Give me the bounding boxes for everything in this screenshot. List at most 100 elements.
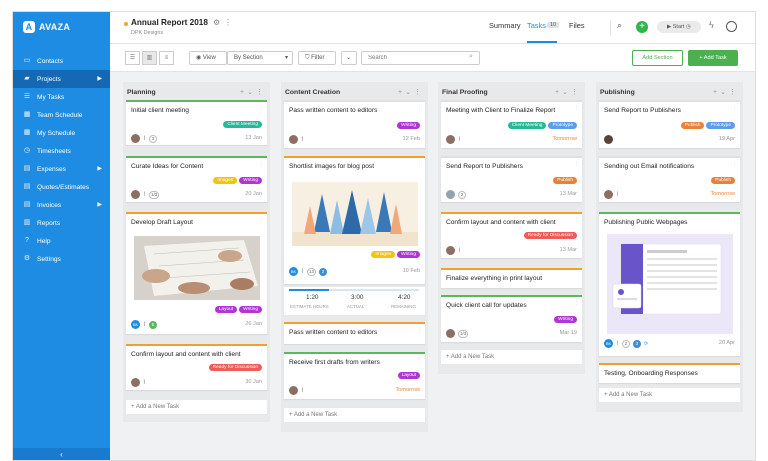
collapse-all-button[interactable]: ⌄ [341, 51, 357, 65]
column-actions-icons[interactable]: +⌄⋮ [240, 89, 266, 96]
drag-handle-icon[interactable]: ⋮ [417, 161, 422, 167]
tag-publish: Publish [553, 177, 577, 184]
clock-icon: ◷ [23, 147, 31, 154]
sidebar-item-my-schedule[interactable]: ▦ My Schedule [23, 129, 76, 137]
task-card[interactable]: Curate Ideas for Content ⋮ Images Writing… [126, 156, 267, 202]
task-card[interactable]: Testing, Onboarding Responses [599, 363, 740, 383]
drag-handle-icon[interactable]: ⋮ [574, 105, 579, 111]
avatar [131, 378, 140, 387]
filter-button[interactable]: ⛉ Filter [298, 51, 336, 65]
add-task-button[interactable]: + Add Task [688, 50, 738, 66]
drag-handle-icon[interactable]: ⋮ [732, 217, 737, 223]
search-icon[interactable]: ⌕ [617, 20, 623, 30]
sidebar-item-reports[interactable]: ▥ Reports [23, 219, 61, 227]
task-card[interactable]: Quick client call for updates ⋮ Writing … [441, 295, 582, 342]
actual-value: 3:00 [351, 294, 364, 301]
comment-count: 5 [148, 320, 157, 329]
sidebar-item-contacts[interactable]: ▭ Contacts [23, 57, 64, 65]
invoice-icon: ▤ [23, 201, 31, 208]
task-card[interactable]: Confirm layout and content with client ⋮… [126, 344, 267, 390]
tag-publish: Publish [680, 122, 705, 129]
task-card[interactable]: Pass written content to editors ⋮ Writin… [284, 100, 425, 148]
column-actions-icons[interactable]: +⌄⋮ [713, 89, 739, 96]
search-input[interactable] [361, 51, 480, 65]
board-column-publishing: Publishing +⌄⋮ Send Report to Publishers… [596, 82, 743, 412]
task-card[interactable]: Send Report to Publishers ⋮ Publish 2 13… [441, 156, 582, 202]
logo[interactable]: A AVAZA [13, 12, 110, 42]
drag-handle-icon[interactable]: ⋮ [259, 217, 264, 223]
search-icon: ⌕ [469, 53, 473, 60]
avatar: BK [289, 267, 298, 276]
drag-handle-icon[interactable]: ⋮ [417, 105, 422, 111]
avatar [289, 135, 298, 144]
add-new-task-link[interactable]: + Add a New Task [126, 400, 267, 414]
logo-text: AVAZA [39, 22, 71, 32]
task-card[interactable]: Confirm layout and content with client ⋮… [441, 212, 582, 258]
drag-handle-icon[interactable]: ⋮ [259, 105, 264, 111]
contacts-icon: ▭ [23, 57, 31, 64]
task-card[interactable]: Send Report to Publishers ⋮ Publish Proto… [599, 100, 740, 148]
group-by-select[interactable]: By Section ▾ [227, 51, 293, 65]
drag-handle-icon[interactable]: ⋮ [417, 327, 422, 333]
task-card[interactable]: Pass written content to editors ⋮ [284, 322, 425, 344]
task-card[interactable]: Meeting with Client to Finalize Report ⋮… [441, 100, 582, 148]
remaining-label: REMAINING [391, 304, 416, 309]
drag-handle-icon[interactable]: ⋮ [732, 161, 737, 167]
tab-tasks[interactable]: Tasks [527, 21, 546, 30]
board-view-icon[interactable]: ▥ [142, 51, 157, 65]
sidebar-item-help[interactable]: ? Help [13, 232, 110, 250]
sidebar-item-team-schedule[interactable]: ▦ Team Schedule [23, 111, 83, 119]
add-new-task-link[interactable]: + Add a New Task [284, 408, 425, 422]
sidebar-collapse-button[interactable]: ‹ [13, 448, 110, 460]
drag-handle-icon[interactable]: ⋮ [259, 349, 264, 355]
project-settings-gear-icon[interactable]: ⚙ [213, 18, 221, 27]
task-card[interactable]: Develop Draft Layout ⋮ Layout Writing BK ⌇… [126, 212, 267, 334]
drag-handle-icon[interactable]: ⋮ [732, 105, 737, 111]
sidebar-item-quotes[interactable]: ▤ Quotes/Estimates [23, 183, 90, 191]
sidebar-item-expenses[interactable]: ▤ Expenses ▶ [23, 165, 102, 173]
sidebar-item-timesheets[interactable]: ◷ Timesheets [23, 147, 71, 155]
drag-handle-icon[interactable]: ⋮ [574, 217, 579, 223]
view-dropdown[interactable]: ◉ View [189, 51, 227, 65]
gantt-view-icon[interactable]: ≡ [159, 51, 174, 65]
chevron-right-icon: ▶ [97, 202, 102, 208]
tab-files[interactable]: Files [569, 21, 585, 30]
task-card[interactable]: Sending out Email notifications ⋮ Publis… [599, 156, 740, 202]
add-new-task-link[interactable]: + Add a New Task [599, 388, 740, 402]
tag-client-meeting: Client Meeting [223, 121, 262, 128]
sidebar-item-invoices[interactable]: ▤ Invoices ▶ [23, 201, 102, 209]
estimate-hours-label: ESTIMATE HOURS [290, 304, 329, 309]
list-view-icon[interactable]: ☰ [125, 51, 140, 65]
task-card[interactable]: Receive first drafts from writers ⋮ Layo… [284, 352, 425, 399]
drag-handle-icon[interactable]: ⋮ [259, 161, 264, 167]
task-card[interactable]: Initial client meeting ⋮ Client Meeting … [126, 100, 267, 145]
active-tab-indicator [527, 41, 557, 43]
sidebar-item-settings[interactable]: ⚙ Settings [23, 255, 61, 263]
column-title: Publishing [600, 89, 635, 96]
drag-handle-icon[interactable]: ⋮ [574, 300, 579, 306]
quick-add-plus-icon[interactable]: + [636, 21, 648, 33]
tab-summary[interactable]: Summary [489, 21, 521, 30]
task-card[interactable]: Shortlist images for blog post ⋮ Images W… [284, 156, 425, 284]
comment-count: 2 [621, 339, 630, 348]
column-actions-icons[interactable]: +⌄⋮ [398, 89, 424, 96]
task-card[interactable]: Publishing Public Webpages ⋮ [599, 212, 740, 356]
chevron-left-icon: ‹ [60, 450, 63, 459]
drag-handle-icon[interactable]: ⋮ [417, 357, 422, 363]
add-new-task-link[interactable]: + Add a New Task [441, 350, 582, 364]
sidebar-item-projects[interactable]: ▰ Projects ▶ [13, 70, 110, 88]
add-section-button[interactable]: Add Section [632, 50, 683, 66]
project-more-icon[interactable]: ⋮ [224, 18, 232, 27]
sidebar-item-my-tasks[interactable]: ☰ My Tasks [23, 93, 65, 101]
task-card[interactable]: Finalize everything in print layout [441, 268, 582, 288]
column-header: Final Proofing +⌄⋮ [438, 82, 585, 104]
column-actions-icons[interactable]: +⌄⋮ [555, 89, 581, 96]
notifications-bolt-icon[interactable]: ϟ [709, 20, 714, 30]
tasks-icon: ☰ [23, 93, 31, 100]
user-avatar-icon[interactable] [726, 21, 737, 32]
drag-handle-icon[interactable]: ⋮ [574, 161, 579, 167]
board-column-content-creation: Content Creation +⌄⋮ Pass written conten… [281, 82, 428, 432]
avatar [446, 190, 455, 199]
due-date: Tomorrow [552, 136, 577, 142]
timer-start-button[interactable]: ▶ Start ◷ [657, 21, 701, 33]
